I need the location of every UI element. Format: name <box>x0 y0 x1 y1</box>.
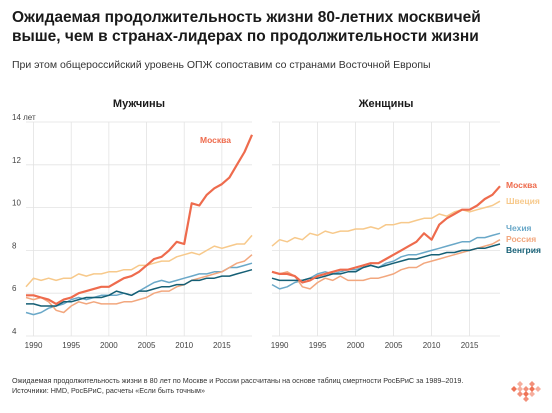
series-label-russia-1: Россия <box>506 234 536 244</box>
panel-title-1: Женщины <box>358 98 414 110</box>
logo-diamond <box>529 386 535 392</box>
series-line-russia-1 <box>271 239 501 290</box>
chart-title: Ожидаемая продолжительность жизни 80-лет… <box>12 8 542 46</box>
x-tick-label-0-0: 1990 <box>25 341 43 350</box>
y-tick-label-5: 14 лет <box>12 113 36 122</box>
series-label-hungary-1: Венгрия <box>506 245 541 255</box>
x-tick-label-1-3: 2005 <box>385 341 403 350</box>
x-tick-label-0-1: 1995 <box>62 341 80 350</box>
y-tick-label-3: 10 <box>12 199 21 208</box>
heart-logo-icon <box>511 381 541 402</box>
series-label-sweden-1: Швеция <box>506 196 540 206</box>
logo-diamond <box>511 386 517 392</box>
x-tick-label-0-3: 2005 <box>138 341 156 350</box>
series-line-sweden-0 <box>25 234 253 288</box>
x-tick-label-1-2: 2000 <box>347 341 365 350</box>
y-tick-label-4: 12 <box>12 156 21 165</box>
x-tick-label-1-4: 2010 <box>423 341 441 350</box>
x-tick-label-1-5: 2015 <box>461 341 479 350</box>
logo-diamond <box>517 391 523 397</box>
x-tick-label-0-5: 2015 <box>213 341 231 350</box>
y-tick-label-1: 6 <box>12 284 17 293</box>
title-line-2: выше, чем в странах-лидерах по продолжит… <box>12 28 479 45</box>
series-line-hungary-1 <box>271 243 501 282</box>
x-tick-label-0-2: 2000 <box>100 341 118 350</box>
logo-diamond <box>523 396 529 402</box>
logo-diamond <box>523 386 529 392</box>
y-tick-label-2: 8 <box>12 241 17 250</box>
logo-diamond <box>523 391 529 397</box>
series-line-hungary-0 <box>26 268 253 307</box>
footnote-sources: Источники: HMD, РосБРиС, расчеты «Если б… <box>12 386 205 395</box>
series-label-moscow-1: Москва <box>506 180 537 190</box>
footnote-note: Ожидаемая продолжительность жизни в 80 л… <box>12 376 464 385</box>
series-line-russia-0 <box>25 254 253 314</box>
series-label-moscow-0: Москва <box>200 135 231 145</box>
footnote: Ожидаемая продолжительность жизни в 80 л… <box>12 376 512 396</box>
x-tick-label-1-0: 1990 <box>271 341 289 350</box>
series-line-moscow-1 <box>271 185 501 284</box>
logo-diamond <box>529 391 535 397</box>
title-line-1: Ожидаемая продолжительность жизни 80-лет… <box>12 9 481 26</box>
logo-diamond <box>535 386 541 392</box>
y-tick-label-0: 4 <box>12 327 17 336</box>
chart-subtitle: При этом общероссийский уровень ОПЖ сопо… <box>12 59 431 71</box>
x-tick-label-1-1: 1995 <box>309 341 327 350</box>
series-line-moscow-0 <box>26 134 254 305</box>
logo-diamond <box>517 381 523 387</box>
series-label-czech-1: Чехия <box>506 223 532 233</box>
x-tick-label-0-4: 2010 <box>175 341 193 350</box>
logo-diamond <box>517 386 523 392</box>
logo-diamond <box>529 381 535 387</box>
panel-title-0: Мужчины <box>113 98 165 110</box>
